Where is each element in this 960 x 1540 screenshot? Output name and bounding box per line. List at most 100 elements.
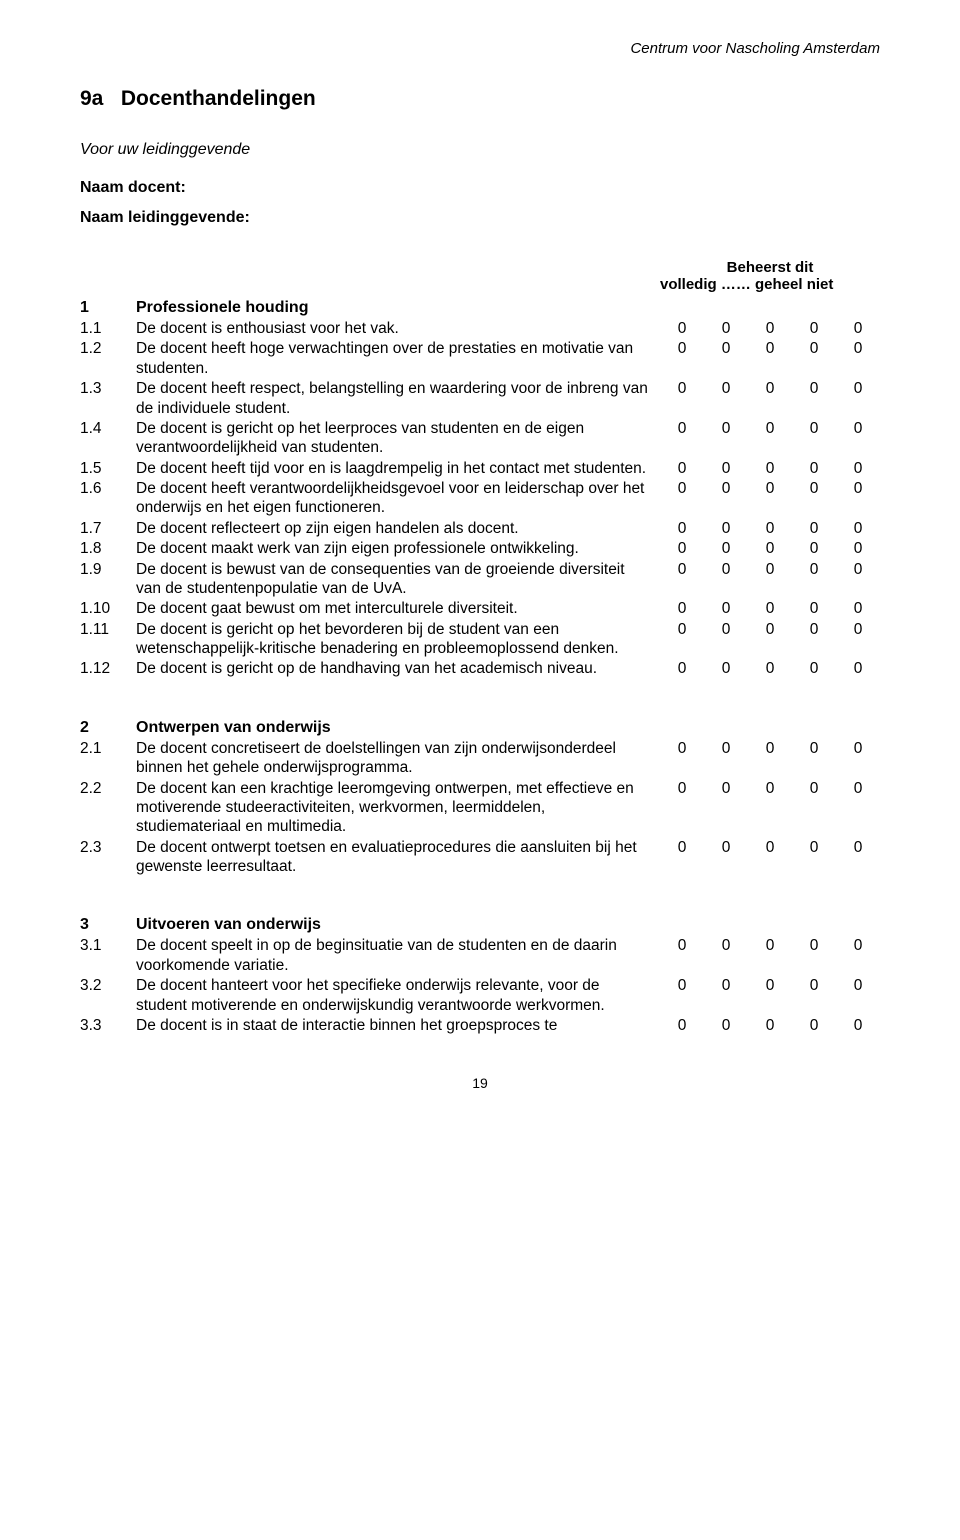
rating-cell: 0 <box>836 599 880 618</box>
item-num: 1.8 <box>80 539 136 558</box>
section-heading: 2Ontwerpen van onderwijs <box>80 719 880 737</box>
scale-line2: volledig …… geheel niet <box>660 276 880 293</box>
item-rating: 00000 <box>660 479 880 518</box>
rating-cell: 0 <box>704 339 748 358</box>
item-num: 2.2 <box>80 779 136 837</box>
title-num: 9a <box>80 87 103 110</box>
item-row: 3.2De docent hanteert voor het specifiek… <box>80 976 880 1015</box>
item-text: De docent heeft hoge verwachtingen over … <box>136 339 660 378</box>
rating-cell: 0 <box>660 379 704 398</box>
page-number: 19 <box>80 1075 880 1091</box>
rating-cell: 0 <box>748 620 792 639</box>
item-text: De docent heeft tijd voor en is laagdrem… <box>136 459 660 478</box>
rating-cell: 0 <box>704 936 748 955</box>
item-text: De docent is gericht op het leerproces v… <box>136 419 660 458</box>
rating-cell: 0 <box>792 779 836 798</box>
item-text: De docent heeft respect, belangstelling … <box>136 379 660 418</box>
item-text: De docent gaat bewust om met intercultur… <box>136 599 660 618</box>
rating-cell: 0 <box>836 419 880 438</box>
rating-cell: 0 <box>836 739 880 758</box>
item-rating: 00000 <box>660 599 880 618</box>
rating-cell: 0 <box>792 560 836 579</box>
rating-cell: 0 <box>792 459 836 478</box>
rating-cell: 0 <box>836 779 880 798</box>
title-text: Docenthandelingen <box>121 87 316 110</box>
rating-cell: 0 <box>660 479 704 498</box>
item-text: De docent ontwerpt toetsen en evaluatiep… <box>136 838 660 877</box>
item-row: 1.10De docent gaat bewust om met intercu… <box>80 599 880 618</box>
item-rating: 00000 <box>660 936 880 975</box>
rating-cell: 0 <box>836 379 880 398</box>
item-row: 1.1De docent is enthousiast voor het vak… <box>80 319 880 338</box>
rating-cell: 0 <box>660 539 704 558</box>
rating-cell: 0 <box>704 779 748 798</box>
item-rating: 00000 <box>660 659 880 678</box>
item-num: 1.12 <box>80 659 136 678</box>
item-row: 3.3De docent is in staat de interactie b… <box>80 1016 880 1035</box>
item-text: De docent is gericht op de handhaving va… <box>136 659 660 678</box>
rating-cell: 0 <box>792 519 836 538</box>
rating-cell: 0 <box>792 599 836 618</box>
rating-cell: 0 <box>704 479 748 498</box>
rating-cell: 0 <box>748 319 792 338</box>
section-title: Uitvoeren van onderwijs <box>136 916 660 934</box>
item-row: 1.12De docent is gericht op de handhavin… <box>80 659 880 678</box>
rating-cell: 0 <box>836 976 880 995</box>
rating-cell: 0 <box>704 659 748 678</box>
rating-cell: 0 <box>704 739 748 758</box>
item-rating: 00000 <box>660 459 880 478</box>
rating-cell: 0 <box>748 459 792 478</box>
scale-header: Beheerst dit volledig …… geheel niet <box>80 259 880 293</box>
rating-cell: 0 <box>660 519 704 538</box>
rating-cell: 0 <box>836 539 880 558</box>
item-text: De docent is gericht op het bevorderen b… <box>136 620 660 659</box>
rating-cell: 0 <box>704 539 748 558</box>
item-text: De docent maakt werk van zijn eigen prof… <box>136 539 660 558</box>
rating-cell: 0 <box>792 659 836 678</box>
rating-cell: 0 <box>836 459 880 478</box>
rating-cell: 0 <box>836 936 880 955</box>
item-row: 2.1De docent concretiseert de doelstelli… <box>80 739 880 778</box>
rating-cell: 0 <box>836 319 880 338</box>
section-num: 2 <box>80 719 136 737</box>
item-text: De docent speelt in op de beginsituatie … <box>136 936 660 975</box>
item-text: De docent hanteert voor het specifieke o… <box>136 976 660 1015</box>
rating-cell: 0 <box>792 1016 836 1035</box>
rating-cell: 0 <box>792 539 836 558</box>
rating-cell: 0 <box>748 560 792 579</box>
rating-cell: 0 <box>704 519 748 538</box>
rating-cell: 0 <box>836 560 880 579</box>
rating-cell: 0 <box>704 838 748 857</box>
item-rating: 00000 <box>660 519 880 538</box>
item-num: 1.11 <box>80 620 136 659</box>
item-row: 1.2De docent heeft hoge verwachtingen ov… <box>80 339 880 378</box>
rating-cell: 0 <box>704 560 748 579</box>
item-row: 1.11De docent is gericht op het bevorder… <box>80 620 880 659</box>
item-rating: 00000 <box>660 838 880 877</box>
item-row: 1.9De docent is bewust van de consequent… <box>80 560 880 599</box>
item-num: 1.5 <box>80 459 136 478</box>
rating-cell: 0 <box>704 459 748 478</box>
rating-cell: 0 <box>836 620 880 639</box>
rating-cell: 0 <box>660 319 704 338</box>
rating-cell: 0 <box>748 1016 792 1035</box>
item-row: 3.1De docent speelt in op de beginsituat… <box>80 936 880 975</box>
rating-cell: 0 <box>660 459 704 478</box>
item-num: 1.6 <box>80 479 136 518</box>
item-row: 2.2De docent kan een krachtige leeromgev… <box>80 779 880 837</box>
rating-cell: 0 <box>660 560 704 579</box>
rating-cell: 0 <box>792 739 836 758</box>
rating-cell: 0 <box>660 620 704 639</box>
rating-cell: 0 <box>748 539 792 558</box>
rating-cell: 0 <box>748 479 792 498</box>
section-num: 3 <box>80 916 136 934</box>
item-num: 1.7 <box>80 519 136 538</box>
rating-cell: 0 <box>792 620 836 639</box>
rating-cell: 0 <box>704 379 748 398</box>
item-num: 3.1 <box>80 936 136 975</box>
item-text: De docent kan een krachtige leeromgeving… <box>136 779 660 837</box>
item-rating: 00000 <box>660 319 880 338</box>
section-title: Ontwerpen van onderwijs <box>136 719 660 737</box>
item-rating: 00000 <box>660 419 880 458</box>
item-num: 2.3 <box>80 838 136 877</box>
